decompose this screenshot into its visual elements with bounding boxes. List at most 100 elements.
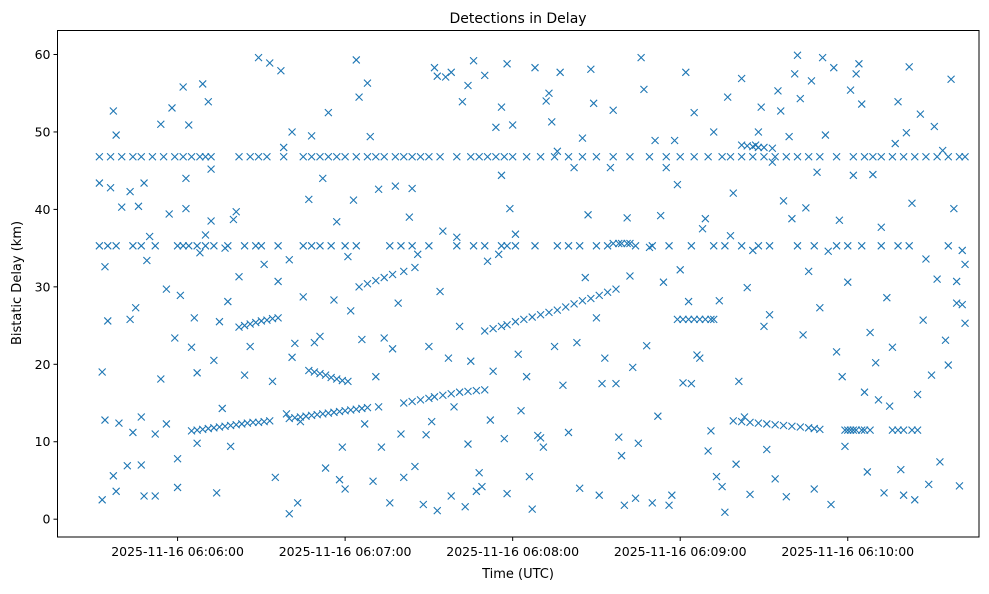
data-point bbox=[500, 434, 509, 443]
data-point bbox=[723, 93, 732, 101]
data-point bbox=[137, 152, 146, 161]
data-point bbox=[578, 152, 587, 161]
data-point bbox=[612, 285, 620, 294]
data-point bbox=[651, 136, 659, 145]
data-point bbox=[813, 168, 821, 177]
data-point bbox=[927, 371, 936, 380]
data-point bbox=[187, 152, 196, 161]
data-point bbox=[737, 417, 746, 426]
data-point bbox=[581, 273, 590, 282]
data-point bbox=[486, 416, 495, 424]
data-point bbox=[762, 420, 771, 428]
data-point bbox=[838, 372, 847, 381]
data-point bbox=[106, 183, 115, 192]
data-point bbox=[559, 381, 567, 390]
data-point bbox=[536, 310, 545, 319]
data-point bbox=[846, 86, 855, 95]
data-point bbox=[924, 480, 933, 489]
data-point bbox=[277, 66, 285, 75]
data-point bbox=[117, 152, 126, 161]
data-point bbox=[310, 368, 319, 376]
data-point bbox=[961, 319, 969, 328]
data-point bbox=[695, 315, 704, 324]
data-point bbox=[899, 426, 908, 435]
data-point bbox=[955, 481, 964, 490]
data-point bbox=[441, 73, 450, 81]
data-point bbox=[408, 241, 417, 250]
y-tick-label: 40 bbox=[35, 202, 51, 217]
data-point bbox=[221, 244, 229, 253]
data-point bbox=[483, 257, 492, 266]
data-point bbox=[411, 263, 419, 272]
data-point bbox=[173, 454, 182, 463]
data-point bbox=[447, 389, 456, 398]
data-point bbox=[913, 390, 922, 399]
data-point bbox=[810, 241, 819, 250]
data-point bbox=[885, 402, 894, 411]
data-point bbox=[307, 241, 316, 250]
data-point bbox=[665, 501, 673, 510]
data-point bbox=[117, 203, 126, 211]
data-point bbox=[251, 241, 260, 250]
data-point bbox=[483, 152, 492, 161]
y-tick-label: 0 bbox=[43, 512, 51, 527]
data-point bbox=[673, 180, 682, 189]
data-point bbox=[882, 293, 891, 302]
data-point bbox=[522, 152, 531, 161]
data-point bbox=[304, 366, 313, 375]
data-point bbox=[746, 490, 754, 499]
x-axis-label: Time (UTC) bbox=[481, 567, 554, 582]
data-point bbox=[131, 303, 140, 312]
data-point bbox=[768, 144, 777, 153]
data-point bbox=[151, 430, 160, 438]
data-point bbox=[427, 417, 436, 426]
data-point bbox=[774, 87, 782, 95]
data-point bbox=[936, 457, 944, 466]
data-point bbox=[184, 121, 193, 129]
data-point bbox=[894, 241, 902, 250]
data-point bbox=[528, 313, 537, 321]
data-point bbox=[355, 93, 363, 101]
data-point bbox=[254, 152, 263, 161]
data-point bbox=[860, 388, 869, 397]
data-point bbox=[307, 131, 316, 140]
data-point bbox=[525, 472, 534, 481]
data-point bbox=[140, 179, 148, 187]
data-point bbox=[497, 171, 506, 180]
data-point bbox=[958, 300, 967, 309]
data-point bbox=[466, 152, 475, 161]
data-point bbox=[545, 89, 553, 98]
data-point bbox=[173, 241, 182, 250]
data-point bbox=[712, 472, 721, 481]
data-point bbox=[162, 420, 171, 428]
data-point bbox=[196, 248, 204, 257]
data-point bbox=[444, 354, 453, 362]
data-point bbox=[891, 139, 900, 148]
data-point bbox=[489, 367, 498, 376]
data-point bbox=[815, 152, 824, 161]
data-point bbox=[721, 508, 729, 517]
data-point bbox=[623, 239, 632, 248]
x-tick-label: 2025-11-16 06:07:00 bbox=[279, 544, 412, 559]
data-point bbox=[198, 80, 207, 88]
data-point bbox=[721, 241, 729, 250]
data-point bbox=[815, 425, 824, 434]
data-point bbox=[95, 152, 104, 161]
data-point bbox=[896, 465, 905, 474]
data-point bbox=[695, 354, 704, 362]
data-point bbox=[310, 338, 319, 347]
data-point bbox=[760, 143, 768, 152]
data-point bbox=[707, 315, 715, 324]
y-axis-label: Bistatic Delay (km) bbox=[10, 221, 25, 345]
data-point bbox=[176, 291, 185, 300]
data-point bbox=[196, 152, 204, 161]
data-point bbox=[223, 297, 232, 306]
data-point bbox=[363, 279, 372, 288]
data-point bbox=[299, 152, 308, 161]
data-point bbox=[408, 184, 417, 193]
data-point bbox=[961, 152, 969, 161]
data-point bbox=[341, 241, 350, 250]
data-point bbox=[377, 443, 386, 452]
data-point bbox=[857, 100, 866, 108]
data-point bbox=[673, 315, 682, 324]
